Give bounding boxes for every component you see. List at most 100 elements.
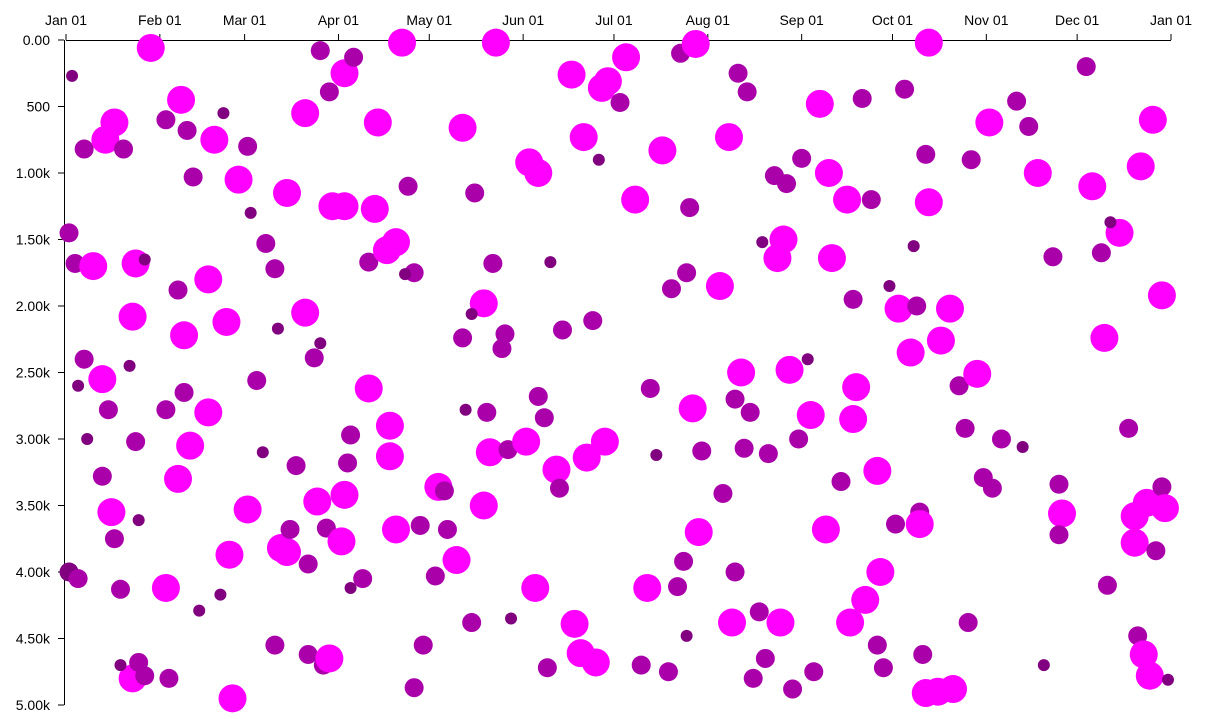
- data-point: [905, 510, 934, 539]
- x-tick-label: Nov 01: [964, 12, 1009, 28]
- data-point: [581, 648, 610, 677]
- data-point: [831, 472, 851, 492]
- y-tick-label: 1.50k: [16, 232, 51, 248]
- data-point: [291, 298, 320, 327]
- data-point: [375, 411, 404, 440]
- data-point: [1023, 159, 1052, 187]
- data-point: [193, 604, 206, 617]
- data-point: [174, 382, 194, 402]
- data-point: [98, 400, 118, 420]
- data-point: [280, 519, 300, 539]
- data-point: [610, 93, 630, 113]
- data-point: [907, 296, 927, 316]
- data-point: [1016, 440, 1029, 453]
- data-point: [991, 429, 1011, 449]
- data-point: [1120, 528, 1149, 557]
- data-point: [215, 540, 244, 569]
- data-point: [1138, 105, 1167, 134]
- data-point: [916, 144, 936, 164]
- data-point: [852, 89, 872, 109]
- data-point: [410, 515, 430, 535]
- data-point: [650, 448, 663, 461]
- data-point: [896, 338, 925, 367]
- data-point: [886, 514, 906, 534]
- data-point: [200, 125, 229, 154]
- data-point: [1119, 418, 1139, 438]
- data-point: [668, 577, 688, 597]
- y-tick-label: 5.00k: [16, 697, 51, 713]
- x-tick-label: Apr 01: [318, 12, 359, 28]
- x-tick-label: Jul 01: [595, 12, 633, 28]
- y-tick-label: 4.00k: [16, 564, 51, 580]
- data-point: [1150, 494, 1179, 523]
- data-point: [303, 487, 332, 516]
- data-point: [715, 123, 743, 152]
- data-point: [907, 240, 920, 253]
- data-point: [344, 581, 357, 594]
- data-point: [344, 47, 364, 67]
- data-point: [817, 244, 846, 273]
- data-point: [1007, 91, 1027, 111]
- data-point: [949, 376, 969, 396]
- x-tick-label: Jan 01: [45, 12, 87, 28]
- data-point: [975, 108, 1004, 137]
- data-point: [72, 379, 85, 392]
- data-point: [265, 635, 285, 655]
- data-point: [713, 484, 733, 504]
- data-point: [100, 108, 129, 137]
- data-point: [621, 185, 650, 214]
- data-point: [769, 225, 798, 254]
- data-point: [212, 307, 241, 336]
- data-point: [1152, 477, 1172, 497]
- data-point: [462, 613, 482, 633]
- x-tick-label: Dec 01: [1055, 12, 1100, 28]
- data-point: [156, 110, 176, 130]
- data-point: [114, 139, 134, 159]
- data-point: [1146, 541, 1166, 561]
- y-tick-label: 3.00k: [16, 431, 51, 447]
- data-point: [734, 438, 754, 458]
- data-point: [273, 538, 301, 567]
- data-point: [592, 153, 605, 166]
- data-point: [92, 466, 112, 486]
- data-point: [375, 442, 404, 471]
- x-tick-label: Feb 01: [138, 12, 182, 28]
- data-point: [542, 455, 571, 484]
- data-point: [398, 176, 418, 196]
- data-point: [104, 529, 124, 549]
- data-point: [1090, 323, 1119, 352]
- data-point: [1019, 116, 1039, 136]
- point-layer: [59, 28, 1179, 713]
- x-axis: Jan 01 Feb 01 Mar 01 Apr 01 May 01 Jun 01 Jul …: [45, 12, 1192, 41]
- data-point: [319, 82, 339, 102]
- data-point: [725, 389, 745, 409]
- data-point: [873, 658, 893, 678]
- data-point: [298, 554, 318, 574]
- data-point: [1049, 525, 1069, 545]
- data-point: [135, 666, 155, 686]
- data-point: [354, 374, 383, 403]
- y-tick-label: 1.00k: [16, 165, 51, 181]
- data-point: [677, 263, 697, 283]
- data-point: [132, 514, 145, 527]
- data-point: [88, 365, 117, 394]
- data-point: [680, 629, 693, 642]
- data-point: [758, 444, 778, 464]
- data-point: [939, 675, 968, 704]
- data-point: [1097, 575, 1117, 595]
- data-point: [118, 302, 147, 331]
- data-point: [304, 348, 324, 368]
- data-point: [136, 33, 165, 62]
- data-point: [291, 99, 320, 128]
- data-point: [81, 433, 94, 445]
- data-point: [413, 635, 433, 655]
- data-point: [224, 165, 253, 194]
- x-tick-label: May 01: [406, 12, 452, 28]
- data-point: [338, 453, 358, 473]
- data-point: [453, 328, 473, 348]
- data-point: [913, 644, 933, 664]
- y-tick-label: 2.00k: [16, 298, 51, 314]
- data-point: [168, 280, 188, 300]
- data-point: [839, 405, 868, 434]
